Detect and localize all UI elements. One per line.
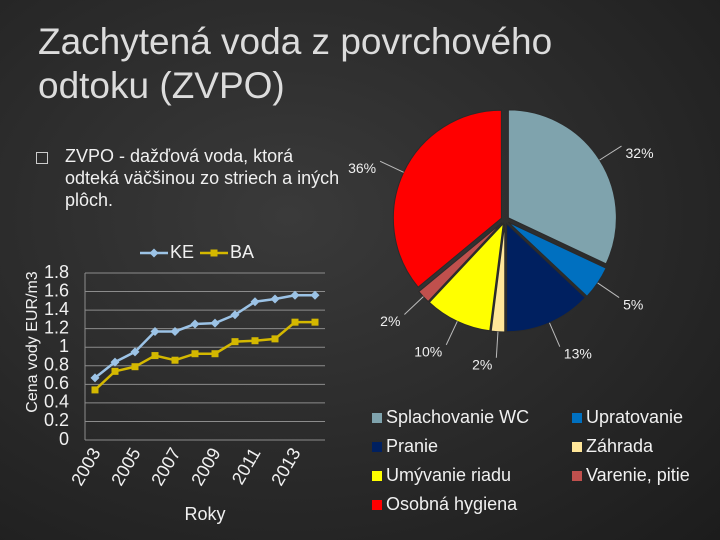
y-tick-label: 1.8: [44, 262, 69, 282]
data-point: [150, 326, 160, 336]
x-tick-label: 2009: [187, 444, 224, 489]
data-point: [290, 290, 300, 300]
data-point: [250, 297, 260, 307]
leader-line: [495, 331, 499, 358]
legend-label: Osobná hygiena: [386, 494, 518, 514]
x-tick-label: 2005: [107, 444, 144, 489]
y-axis-label: Cena vody EUR/m3: [24, 271, 41, 412]
pie-slice: [506, 222, 587, 333]
data-point: [190, 319, 200, 329]
x-tick-label: 2013: [267, 444, 304, 489]
data-point: [90, 373, 100, 383]
data-point: [151, 352, 159, 360]
legend-swatch: [572, 413, 582, 423]
legend-label: Splachovanie WC: [386, 407, 529, 427]
data-point: [171, 356, 179, 364]
leader-line: [549, 322, 561, 347]
data-point: [191, 350, 199, 358]
data-label: 2%: [380, 313, 400, 329]
legend-swatch: [572, 442, 582, 452]
data-point: [230, 310, 240, 320]
legend-swatch: [372, 500, 382, 510]
legend-swatch: [572, 471, 582, 481]
slide-title: Zachytená voda z povrchového odtoku (ZVP…: [38, 21, 553, 106]
data-point: [131, 363, 139, 371]
data-point: [270, 294, 280, 304]
data-point: [211, 350, 219, 358]
y-tick-label: 1.2: [44, 317, 69, 337]
legend-label: Záhrada: [586, 436, 654, 456]
legend-label: Umývanie riadu: [386, 465, 511, 485]
leader-line: [445, 321, 458, 346]
data-point: [111, 367, 119, 375]
legend-label: Varenie, pitie: [586, 465, 690, 485]
data-label: 2%: [472, 356, 492, 372]
y-tick-label: 1.6: [44, 280, 69, 300]
data-point: [310, 290, 320, 300]
data-point: [231, 338, 239, 346]
x-tick-label: 2003: [67, 444, 104, 489]
data-label: 36%: [348, 160, 376, 176]
x-axis-label: Roky: [184, 504, 225, 524]
data-label: 13%: [564, 345, 592, 361]
data-point: [170, 326, 180, 336]
legend-marker: [210, 249, 218, 257]
data-point: [291, 318, 299, 326]
leader-line: [599, 145, 622, 161]
leader-line: [597, 282, 620, 298]
legend-label: Pranie: [386, 436, 438, 456]
bullet-marker: [36, 152, 48, 164]
pie-slice: [507, 221, 607, 297]
legend-label: KE: [170, 242, 194, 262]
y-tick-label: 0: [59, 429, 69, 449]
pie-slice: [418, 222, 503, 303]
leader-line: [379, 160, 404, 173]
y-tick-label: 1: [59, 336, 69, 356]
y-tick-label: 0.8: [44, 355, 69, 375]
data-point: [311, 318, 319, 326]
data-point: [110, 357, 120, 367]
legend-label: Upratovanie: [586, 407, 683, 427]
x-tick-label: 2011: [228, 444, 265, 488]
data-label: 5%: [623, 296, 643, 312]
y-tick-label: 0.6: [44, 373, 69, 393]
legend-marker: [149, 248, 159, 258]
y-tick-label: 0.2: [44, 410, 69, 430]
data-label: 10%: [414, 344, 442, 360]
legend-label: BA: [230, 242, 254, 262]
data-point: [210, 318, 220, 328]
pie-slice: [392, 109, 502, 288]
leader-line: [404, 296, 424, 315]
y-tick-label: 0.4: [44, 392, 69, 412]
data-point: [251, 337, 259, 345]
y-tick-label: 1.4: [44, 299, 69, 319]
x-tick-label: 2007: [147, 444, 184, 489]
data-point: [130, 347, 140, 357]
legend-swatch: [372, 413, 382, 423]
legend-swatch: [372, 442, 382, 452]
data-point: [271, 335, 279, 343]
bullet-text: ZVPO - dažďová voda, ktorá odteká väčšin…: [65, 146, 340, 210]
legend-swatch: [372, 471, 382, 481]
data-label: 32%: [626, 145, 654, 161]
data-point: [91, 386, 99, 394]
